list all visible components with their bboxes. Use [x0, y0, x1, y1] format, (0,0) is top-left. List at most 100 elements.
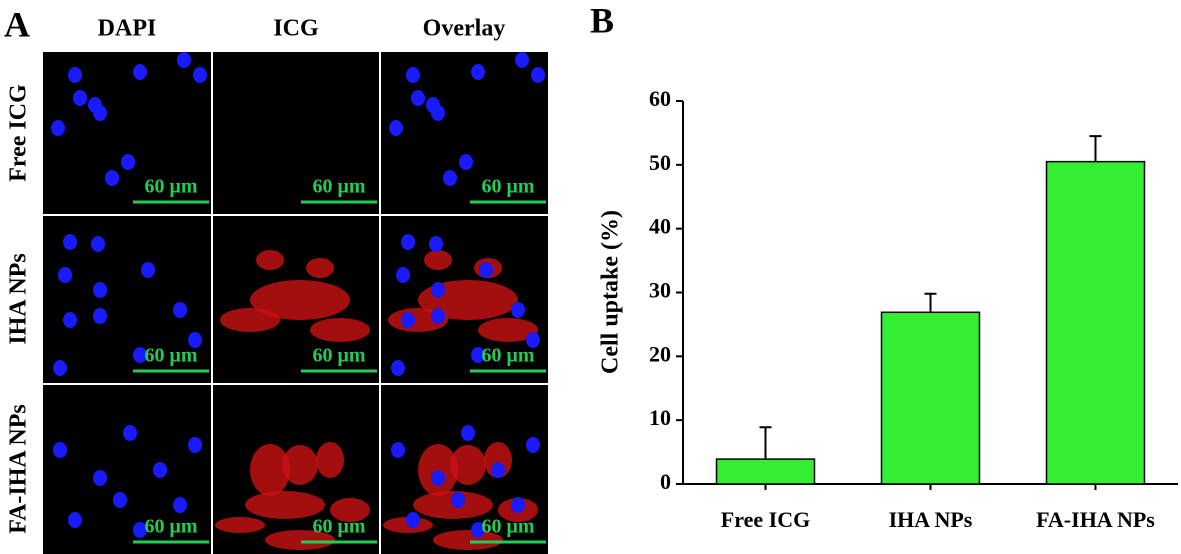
nucleus	[459, 154, 473, 170]
nucleus	[526, 437, 540, 453]
nucleus	[396, 267, 410, 283]
nucleus	[401, 234, 415, 250]
x-tick-label: IHA NPs	[889, 507, 973, 532]
nucleus	[411, 90, 425, 106]
icg-signal	[330, 498, 370, 522]
nucleus	[431, 308, 445, 324]
row-label: Free ICG	[6, 84, 32, 182]
nucleus	[188, 437, 202, 453]
nucleus	[531, 67, 545, 83]
nucleus	[389, 120, 403, 136]
x-tick-label: Free ICG	[721, 507, 810, 532]
nucleus	[93, 105, 107, 121]
scale-bar-label: 60 μm	[145, 516, 198, 538]
icg-signal	[245, 491, 325, 519]
icg-signal	[484, 442, 512, 478]
nucleus	[401, 312, 415, 328]
nucleus	[58, 267, 72, 283]
nucleus	[461, 425, 475, 441]
icg-signal	[433, 530, 503, 550]
icg-signal	[220, 308, 280, 332]
icg-signal	[265, 530, 335, 550]
nucleus	[63, 234, 77, 250]
scale-bar-label: 60 μm	[482, 345, 535, 367]
icg-signal	[424, 250, 452, 270]
nucleus	[173, 302, 187, 318]
scale-bar-label: 60 μm	[313, 516, 366, 538]
icg-signal	[256, 250, 284, 270]
nucleus	[443, 170, 457, 186]
scale-bar-label: 60 μm	[313, 176, 366, 198]
nucleus	[53, 360, 67, 376]
nucleus	[91, 236, 105, 252]
nucleus	[188, 332, 202, 348]
scale-bar-label: 60 μm	[313, 345, 366, 367]
nucleus	[93, 470, 107, 486]
nucleus	[431, 470, 445, 486]
nucleus	[491, 462, 505, 478]
nucleus	[406, 512, 420, 528]
y-tick-label: 60	[649, 86, 671, 111]
panel-label: A	[4, 4, 30, 44]
nucleus	[68, 67, 82, 83]
nucleus	[431, 105, 445, 121]
nucleus	[193, 67, 207, 83]
nucleus	[471, 347, 485, 363]
nucleus	[53, 442, 67, 458]
scale-bar-label: 60 μm	[145, 176, 198, 198]
icg-signal	[250, 444, 290, 496]
nucleus	[133, 347, 147, 363]
nucleus	[73, 90, 87, 106]
icg-signal	[316, 442, 344, 478]
y-tick-label: 40	[649, 214, 671, 239]
icg-signal	[310, 318, 370, 342]
nucleus	[451, 492, 465, 508]
row-label: IHA NPs	[6, 253, 32, 344]
y-tick-label: 10	[649, 405, 671, 430]
nucleus	[105, 170, 119, 186]
error-bar	[924, 292, 937, 313]
icg-signal	[250, 280, 350, 320]
icg-signal	[450, 445, 486, 485]
column-header: DAPI	[98, 16, 157, 42]
icg-signal	[478, 318, 538, 342]
nucleus	[471, 522, 485, 538]
icg-signal	[282, 445, 318, 485]
nucleus	[68, 512, 82, 528]
x-tick-label: FA-IHA NPs	[1036, 507, 1155, 532]
nucleus	[391, 442, 405, 458]
nucleus	[113, 492, 127, 508]
nucleus	[515, 52, 529, 68]
nucleus	[121, 154, 135, 170]
nucleus	[123, 425, 137, 441]
panel-label: B	[590, 0, 614, 40]
y-tick-label: 30	[649, 278, 671, 303]
nucleus	[431, 282, 445, 298]
nucleus	[51, 120, 65, 136]
nucleus	[406, 67, 420, 83]
error-bar	[1089, 135, 1102, 162]
nucleus	[177, 52, 191, 68]
nucleus	[93, 308, 107, 324]
error-bar	[759, 426, 772, 460]
scale-bar-label: 60 μm	[145, 345, 198, 367]
nucleus	[141, 262, 155, 278]
nucleus	[511, 302, 525, 318]
icg-signal	[215, 517, 265, 533]
y-tick-label: 0	[660, 469, 671, 494]
nucleus	[63, 312, 77, 328]
nucleus	[526, 332, 540, 348]
micrograph	[213, 52, 379, 214]
bar	[715, 458, 816, 485]
scale-bar-label: 60 μm	[482, 176, 535, 198]
y-axis-label: Cell uptake (%)	[598, 210, 624, 374]
icg-signal	[306, 258, 334, 278]
nucleus	[511, 497, 525, 513]
nucleus	[471, 64, 485, 80]
nucleus	[153, 462, 167, 478]
scale-bar-label: 60 μm	[482, 516, 535, 538]
nucleus	[133, 522, 147, 538]
nucleus	[391, 360, 405, 376]
nucleus	[173, 497, 187, 513]
